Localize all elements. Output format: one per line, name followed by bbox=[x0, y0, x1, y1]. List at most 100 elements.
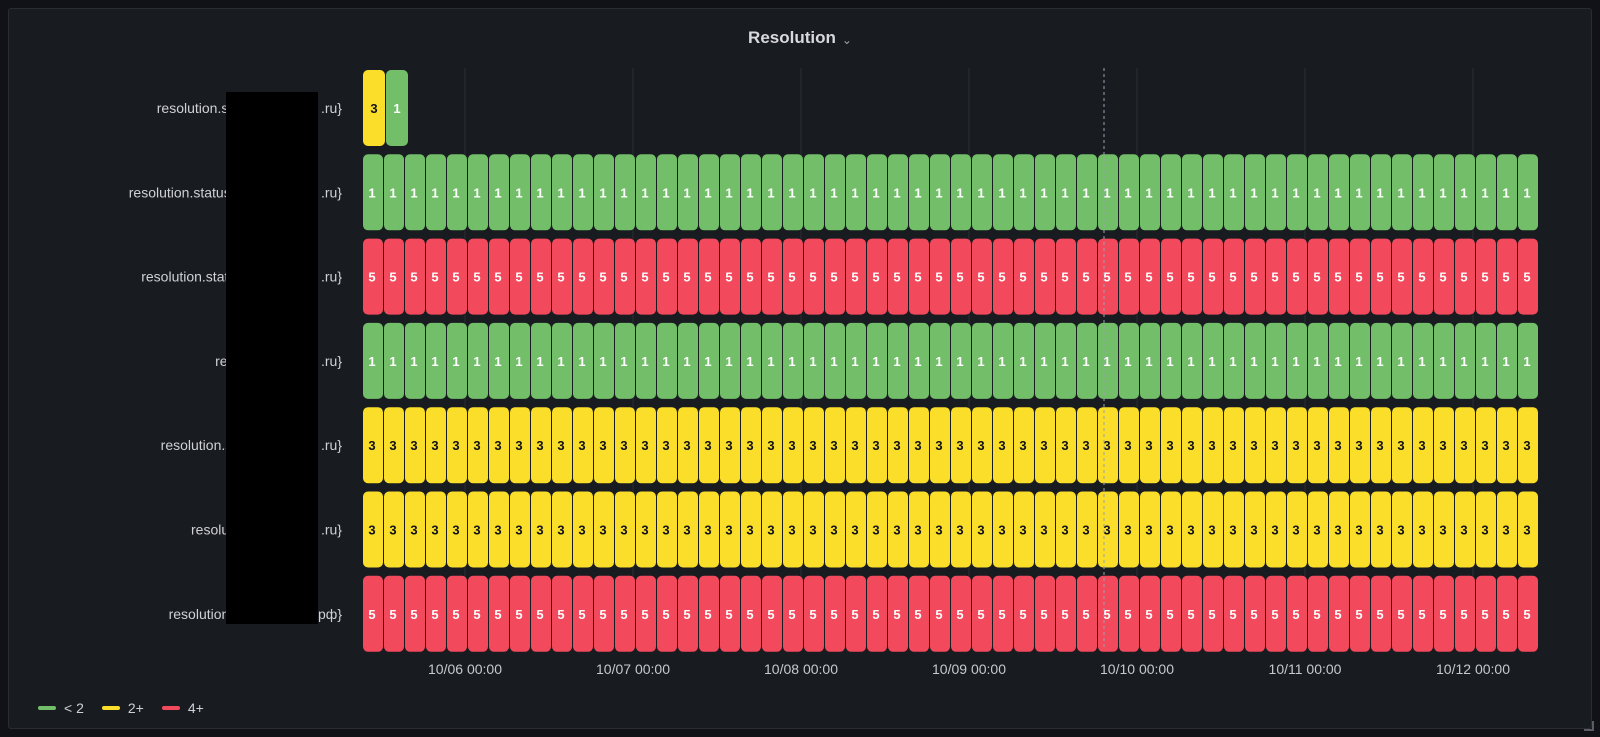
state-value-label: 3 bbox=[851, 438, 858, 453]
state-value-label: 1 bbox=[578, 354, 585, 369]
state-value-label: 5 bbox=[830, 607, 837, 622]
state-segment bbox=[930, 407, 950, 484]
state-segment bbox=[1224, 154, 1244, 231]
state-value-label: 1 bbox=[1418, 354, 1425, 369]
state-value-label: 5 bbox=[1355, 270, 1362, 285]
state-value-label: 3 bbox=[1292, 438, 1299, 453]
state-value-label: 5 bbox=[998, 270, 1005, 285]
state-value-label: 5 bbox=[641, 607, 648, 622]
state-value-label: 3 bbox=[368, 523, 375, 538]
state-segment bbox=[636, 407, 656, 484]
state-segment bbox=[1266, 154, 1286, 231]
state-value-label: 5 bbox=[1439, 270, 1446, 285]
state-segment bbox=[993, 154, 1013, 231]
state-segment bbox=[720, 154, 740, 231]
state-segment bbox=[846, 407, 866, 484]
chevron-down-icon[interactable]: ⌄ bbox=[841, 32, 852, 47]
state-value-label: 5 bbox=[1460, 270, 1467, 285]
state-value-label: 5 bbox=[557, 607, 564, 622]
state-value-label: 1 bbox=[393, 101, 400, 116]
state-segment bbox=[1308, 407, 1328, 484]
state-segment bbox=[405, 322, 425, 399]
state-segment bbox=[1140, 154, 1160, 231]
state-segment bbox=[930, 575, 950, 652]
state-value-label: 1 bbox=[1040, 354, 1047, 369]
state-value-label: 3 bbox=[515, 523, 522, 538]
state-value-label: 3 bbox=[1166, 523, 1173, 538]
state-value-label: 5 bbox=[1019, 607, 1026, 622]
state-segment bbox=[1413, 322, 1433, 399]
state-value-label: 5 bbox=[1019, 270, 1026, 285]
state-segment bbox=[468, 322, 488, 399]
state-value-label: 3 bbox=[1124, 438, 1131, 453]
state-segment bbox=[1455, 575, 1475, 652]
legend-label: 4+ bbox=[187, 700, 204, 716]
state-value-label: 1 bbox=[746, 185, 753, 200]
x-tick-label: 10/12 00:00 bbox=[1436, 661, 1510, 677]
state-segment bbox=[1266, 575, 1286, 652]
state-value-label: 1 bbox=[998, 185, 1005, 200]
state-value-label: 1 bbox=[662, 185, 669, 200]
state-segment bbox=[783, 154, 803, 231]
legend-item[interactable]: 2+ bbox=[101, 700, 144, 716]
state-value-label: 5 bbox=[683, 270, 690, 285]
state-segment bbox=[804, 322, 824, 399]
state-value-label: 5 bbox=[410, 270, 417, 285]
legend-item[interactable]: 4+ bbox=[161, 700, 204, 716]
state-segment bbox=[804, 575, 824, 652]
state-value-label: 5 bbox=[1082, 270, 1089, 285]
state-segment bbox=[1350, 491, 1370, 568]
state-segment bbox=[1140, 575, 1160, 652]
state-segment bbox=[1119, 238, 1139, 315]
state-segment bbox=[1287, 154, 1307, 231]
state-segment bbox=[1371, 238, 1391, 315]
state-segment bbox=[1392, 575, 1412, 652]
state-value-label: 1 bbox=[1229, 185, 1236, 200]
state-value-label: 5 bbox=[767, 607, 774, 622]
state-value-label: 1 bbox=[788, 354, 795, 369]
state-value-label: 1 bbox=[1313, 354, 1320, 369]
state-segment bbox=[888, 322, 908, 399]
state-value-label: 3 bbox=[914, 438, 921, 453]
state-value-label: 5 bbox=[1061, 607, 1068, 622]
state-segment bbox=[1329, 154, 1349, 231]
state-segment bbox=[720, 491, 740, 568]
state-value-label: 3 bbox=[914, 523, 921, 538]
state-segment bbox=[447, 491, 467, 568]
state-value-label: 3 bbox=[1250, 523, 1257, 538]
state-segment bbox=[1497, 154, 1517, 231]
state-value-label: 5 bbox=[977, 607, 984, 622]
state-value-label: 3 bbox=[1376, 523, 1383, 538]
state-segment bbox=[531, 238, 551, 315]
state-segment bbox=[867, 491, 887, 568]
state-segment bbox=[1161, 491, 1181, 568]
state-segment bbox=[867, 322, 887, 399]
state-value-label: 1 bbox=[1019, 185, 1026, 200]
state-segment bbox=[573, 238, 593, 315]
panel-header[interactable]: Resolution ⌄ bbox=[9, 25, 1591, 51]
state-value-label: 5 bbox=[1271, 607, 1278, 622]
state-value-label: 1 bbox=[851, 354, 858, 369]
state-segment bbox=[1119, 407, 1139, 484]
state-segment bbox=[1056, 575, 1076, 652]
state-segment bbox=[762, 575, 782, 652]
legend-item[interactable]: < 2 bbox=[38, 700, 84, 716]
resize-handle-icon[interactable] bbox=[1584, 721, 1594, 731]
state-segment bbox=[386, 70, 408, 146]
state-value-label: 1 bbox=[1145, 185, 1152, 200]
state-value-label: 3 bbox=[935, 438, 942, 453]
state-segment bbox=[846, 238, 866, 315]
state-segment bbox=[699, 407, 719, 484]
state-segment bbox=[699, 238, 719, 315]
state-segment bbox=[468, 238, 488, 315]
state-value-label: 3 bbox=[1523, 438, 1530, 453]
state-segment bbox=[1098, 407, 1118, 484]
state-segment bbox=[804, 491, 824, 568]
state-segment bbox=[1161, 238, 1181, 315]
state-segment bbox=[1434, 238, 1454, 315]
state-segment bbox=[1476, 322, 1496, 399]
state-segment bbox=[510, 322, 530, 399]
panel-title[interactable]: Resolution bbox=[748, 28, 836, 47]
state-segment bbox=[867, 154, 887, 231]
